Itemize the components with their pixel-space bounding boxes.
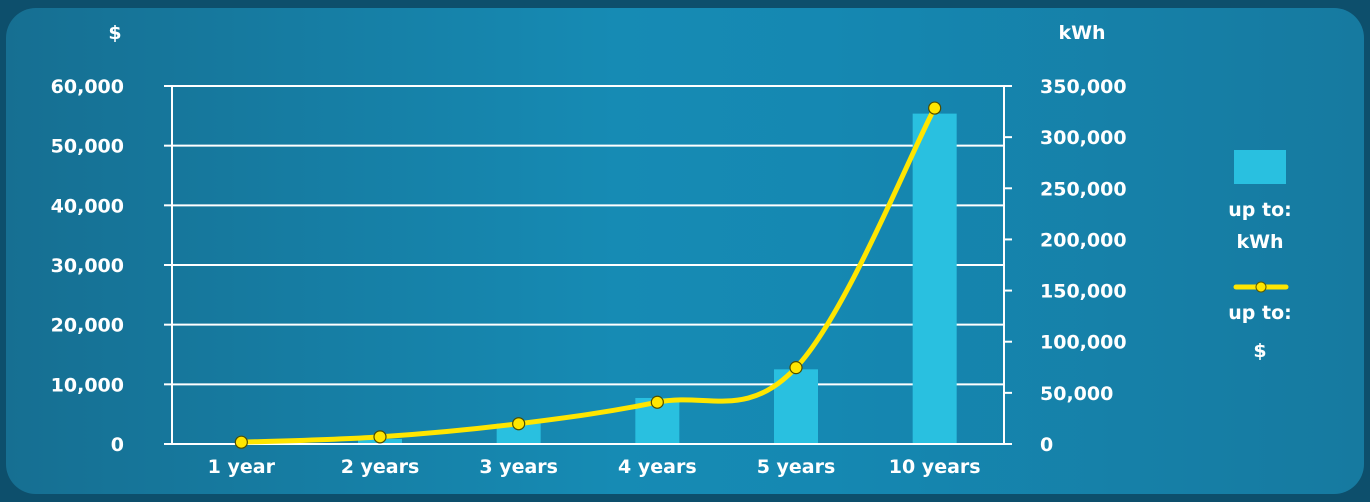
category-label: 2 years — [341, 456, 420, 478]
left-tick-label: 20,000 — [51, 315, 124, 337]
line-point — [512, 417, 526, 431]
category-label: 4 years — [618, 456, 697, 478]
right-tick-label: 150,000 — [1040, 281, 1127, 303]
legend-dollar-label-line2: $ — [1253, 340, 1266, 362]
left-tick-label: 0 — [111, 434, 124, 456]
left-tick-label: 50,000 — [51, 136, 124, 158]
tick-labels: 0 10,000 20,000 30,000 40,000 50,000 60,000 0 50… — [51, 76, 1127, 478]
right-tick-label: 100,000 — [1040, 332, 1127, 354]
right-tick-label: 200,000 — [1040, 229, 1127, 251]
right-tick-label: 250,000 — [1040, 178, 1127, 200]
line-point — [234, 435, 248, 449]
line-point — [373, 430, 387, 444]
right-tick-label: 350,000 — [1040, 76, 1127, 98]
legend-kwh-label-line1: up to: — [1228, 199, 1291, 221]
line-series — [234, 101, 942, 449]
left-tick-label: 30,000 — [51, 255, 124, 277]
category-label: 1 year — [208, 456, 276, 478]
left-tick-label: 10,000 — [51, 374, 124, 396]
dollar-line — [238, 105, 938, 445]
bar — [496, 423, 541, 444]
gridlines — [164, 85, 1012, 445]
left-axis-label: $ — [108, 22, 121, 44]
right-axis-label: kWh — [1058, 22, 1105, 44]
left-tick-label: 60,000 — [51, 76, 124, 98]
right-tick-label: 50,000 — [1040, 383, 1113, 405]
legend-kwh-label-line2: kWh — [1236, 231, 1283, 253]
axes — [164, 86, 1012, 445]
legend-dollar-label-line1: up to: — [1228, 302, 1291, 324]
left-tick-label: 40,000 — [51, 195, 124, 217]
line-point — [650, 395, 664, 409]
legend-dollar-marker — [1255, 281, 1267, 293]
category-label: 5 years — [757, 456, 836, 478]
line-point — [789, 361, 803, 375]
right-tick-label: 300,000 — [1040, 127, 1127, 149]
bars — [219, 113, 957, 445]
bar — [912, 113, 957, 445]
category-label: 3 years — [479, 456, 558, 478]
category-label: 10 years — [889, 456, 981, 478]
chart-card — [6, 8, 1364, 494]
right-tick-label: 0 — [1040, 434, 1053, 456]
legend-kwh-swatch — [1234, 150, 1286, 184]
legend: up to: kWh up to: $ — [1228, 150, 1292, 362]
line-point — [928, 101, 942, 115]
